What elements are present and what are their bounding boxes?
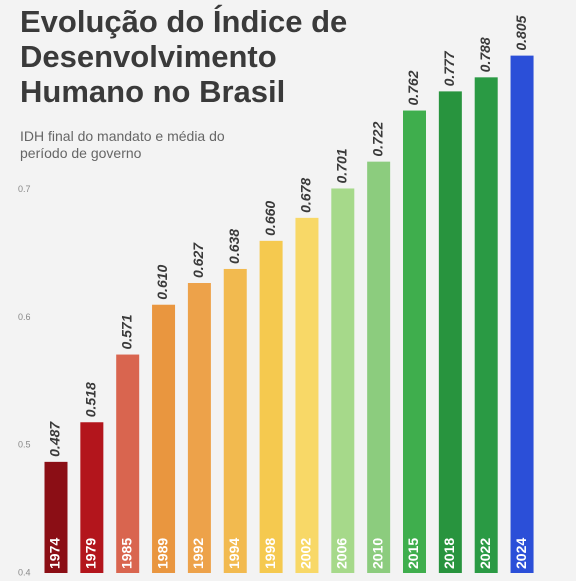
bar	[116, 354, 140, 573]
value-label: 0.627	[190, 242, 206, 278]
bar	[474, 77, 498, 573]
x-tick-label: 1998	[262, 538, 278, 569]
chart-title: Evolução do Índice de Desenvolvimento Hu…	[20, 4, 348, 109]
value-label: 0.722	[369, 121, 385, 156]
y-tick-label: 0.6	[18, 312, 31, 322]
bar	[295, 217, 319, 574]
value-label: 0.777	[441, 50, 457, 86]
value-label: 0.788	[477, 37, 493, 72]
value-label: 0.518	[83, 382, 99, 417]
value-label: 0.701	[334, 148, 350, 183]
bar	[438, 91, 462, 573]
x-tick-label: 2024	[513, 538, 529, 569]
bar	[510, 55, 534, 574]
bar	[80, 422, 104, 573]
x-tick-label: 2010	[369, 538, 385, 569]
y-tick-label: 0.7	[18, 184, 31, 194]
value-label: 0.487	[47, 421, 63, 457]
bar	[223, 268, 247, 573]
value-label: 0.805	[513, 15, 529, 50]
x-tick-label: 1989	[154, 538, 170, 569]
value-label: 0.571	[118, 314, 134, 349]
value-label: 0.678	[298, 178, 314, 213]
bar	[44, 461, 68, 573]
x-tick-label: 2022	[477, 538, 493, 569]
value-label: 0.638	[226, 229, 242, 264]
x-tick-label: 2018	[441, 538, 457, 569]
bar	[259, 240, 283, 573]
x-tick-label: 2006	[334, 538, 350, 569]
x-tick-label: 1979	[83, 538, 99, 569]
x-tick-label: 2002	[298, 538, 314, 569]
bar	[187, 283, 211, 573]
y-tick-label: 0.5	[18, 440, 31, 450]
y-tick-label: 0.4	[18, 567, 31, 577]
chart-subtitle: IDH final do mandato e média do período …	[20, 128, 225, 161]
value-label: 0.610	[154, 264, 170, 299]
bar	[403, 110, 426, 574]
value-label: 0.762	[405, 70, 421, 105]
value-label: 0.660	[262, 201, 278, 236]
x-tick-label: 2015	[405, 538, 421, 569]
x-tick-label: 1994	[226, 538, 242, 569]
bar	[152, 304, 176, 573]
x-tick-label: 1974	[47, 538, 63, 569]
bar	[331, 188, 355, 573]
x-tick-label: 1992	[190, 538, 206, 569]
bar	[367, 161, 391, 573]
x-tick-label: 1985	[118, 538, 134, 569]
